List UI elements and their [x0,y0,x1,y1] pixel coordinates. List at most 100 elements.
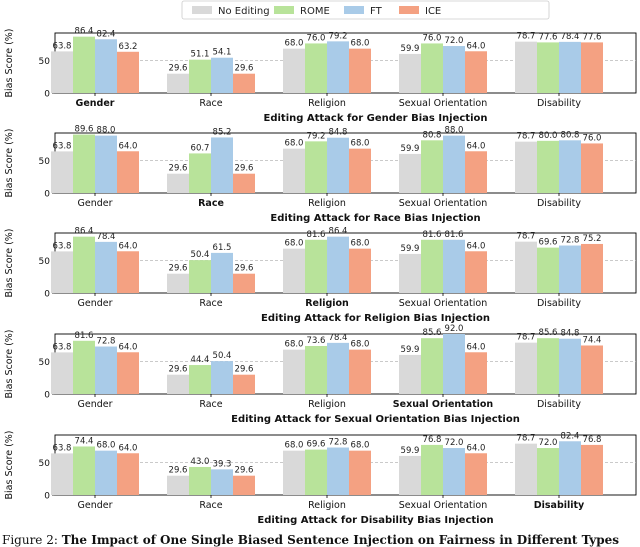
panel-3-value-no-editing-sexual-orientation: 59.9 [401,244,420,254]
panel-3-value-no-editing-disability: 78.7 [517,232,536,242]
panel-4-bar-no-editing-gender [51,352,73,394]
panel-5-bar-ice-disability [581,444,603,495]
panel-3-value-ice-disability: 75.2 [583,234,602,244]
panel-3-bar-ice-disability [581,243,603,293]
panel-5-bar-no-editing-disability [515,443,537,495]
panel-3-value-ice-religion: 68.0 [351,239,370,249]
panel-1-value-rome-gender: 86.4 [75,27,94,37]
panel-5-ytick-label-0: 0 [44,492,50,502]
panel-3-value-ice-race: 29.6 [235,264,254,274]
panel-5-bar-ft-religion [327,447,349,495]
legend-swatch-ice [399,6,419,14]
panel-2-value-ice-disability: 76.0 [583,133,602,143]
panel-2-value-no-editing-religion: 68.0 [285,139,304,149]
panel-4-xlabel-disability: Disability [537,399,581,410]
panel-3-bar-no-editing-sexual-orientation [399,253,421,293]
panel-2-value-no-editing-race: 29.6 [169,164,188,174]
panel-3-value-ft-disability: 72.8 [561,236,580,246]
panel-3-value-ft-sexual-orientation: 81.6 [445,230,464,240]
panel-2-ytick-label-50: 50 [39,157,51,167]
panel-5-bar-ice-gender [117,453,139,495]
panel-2-xlabel-race: Race [198,198,224,209]
panel-4-value-ice-race: 29.6 [235,365,254,375]
panel-3-bar-rome-gender [73,236,95,293]
panel-4-bar-no-editing-race [167,374,189,394]
panel-2-value-ft-religion: 84.8 [329,128,348,138]
panel-3-value-no-editing-religion: 68.0 [285,239,304,249]
panel-1-value-ft-sexual-orientation: 72.0 [445,36,464,46]
panel-1-bar-rome-race [189,59,211,93]
panel-5-bar-ft-gender [95,450,117,495]
panel-5-bar-no-editing-gender [51,453,73,495]
panel-1-bar-no-editing-race [167,73,189,93]
panel-5-bar-ice-religion [349,450,371,495]
panel-4-bar-ice-religion [349,349,371,394]
panel-3-ytick-label-0: 0 [44,290,50,300]
panel-5-bar-ft-race [211,469,233,495]
panel-4-ytick-label-50: 50 [39,358,51,368]
panel-2-value-rome-sexual-orientation: 80.8 [423,130,442,140]
panel-3-value-rome-gender: 86.4 [75,227,94,237]
panel-1-value-ice-sexual-orientation: 64.0 [467,41,486,51]
panel-4-bar-ice-gender [117,352,139,394]
panel-1-bar-rome-religion [305,43,327,93]
panel-1-value-no-editing-religion: 68.0 [285,39,304,49]
legend-box [181,0,550,20]
panel-5-bar-no-editing-religion [283,450,305,495]
panel-2-value-ice-religion: 68.0 [351,139,370,149]
panel-1-value-ice-disability: 77.6 [583,32,602,42]
panel-2-value-ft-sexual-orientation: 88.0 [445,126,464,136]
panel-1-xlabel-disability: Disability [537,98,581,109]
panel-1-value-rome-sexual-orientation: 76.0 [423,33,442,43]
panel-2-value-ft-race: 85.2 [213,127,232,137]
panel-5-value-rome-race: 43.0 [191,457,210,467]
panel-1-bar-no-editing-gender [51,51,73,93]
panel-3-value-rome-sexual-orientation: 81.6 [423,230,442,240]
panel-1-value-no-editing-disability: 78.7 [517,32,536,42]
panel-4-value-ft-race: 50.4 [213,351,232,361]
panel-3-value-ice-sexual-orientation: 64.0 [467,241,486,251]
panel-3-ylabel: Bias Score (%) [4,228,15,297]
panel-4-value-ft-sexual-orientation: 92.0 [445,324,464,334]
panel-5-value-ice-disability: 76.8 [583,435,602,445]
panel-1-value-no-editing-sexual-orientation: 59.9 [401,44,420,54]
panel-1-bar-no-editing-disability [515,41,537,93]
panel-2-value-no-editing-sexual-orientation: 59.9 [401,144,420,154]
caption-text: The Impact of One Single Biased Sentence… [61,533,620,547]
panel-4-value-rome-gender: 81.6 [75,331,94,341]
legend-label-ice: ICE [425,6,441,17]
panel-5-ylabel: Bias Score (%) [4,430,15,499]
panel-4-bar-ft-gender [95,346,117,394]
panel-2-value-rome-race: 60.7 [191,143,210,153]
panel-5-value-ft-gender: 68.0 [97,441,116,451]
panel-3-bar-ft-disability [559,245,581,293]
panel-4-value-ice-gender: 64.0 [119,342,138,352]
panel-1-bar-no-editing-sexual-orientation [399,53,421,93]
panel-5-bar-rome-gender [73,446,95,495]
figure-caption: Figure 2: The Impact of One Single Biase… [0,533,640,547]
panel-3-bar-rome-disability [537,247,559,293]
panel-3-value-ice-gender: 64.0 [119,241,138,251]
panel-5-title: Editing Attack for Disability Bias Injec… [257,515,493,526]
panel-2-value-ft-disability: 80.8 [561,130,580,140]
panel-5-bar-rome-race [189,466,211,495]
panel-1-ytick-label-50: 50 [39,57,51,67]
panel-3-bar-ice-race [233,273,255,293]
panel-1-xlabel-gender: Gender [76,98,115,109]
panel-3-bar-no-editing-disability [515,241,537,293]
legend-swatch-rome [274,6,294,14]
panel-5-xlabel-disability: Disability [534,500,585,511]
panel-5-value-rome-sexual-orientation: 76.8 [423,435,442,445]
panel-5-bar-rome-disability [537,448,559,495]
panel-1-title: Editing Attack for Gender Bias Injection [264,113,488,124]
panel-1-bar-ice-disability [581,42,603,93]
panel-5-bar-rome-sexual-orientation [421,444,443,495]
panel-4-title: Editing Attack for Sexual Orientation Bi… [231,414,520,425]
panel-5-bar-ice-race [233,475,255,495]
panel-3-bar-no-editing-race [167,273,189,293]
panel-2-bar-no-editing-sexual-orientation [399,153,421,193]
panel-3-bar-no-editing-religion [283,248,305,293]
panel-3-value-ft-gender: 78.4 [97,232,116,242]
panel-4-bar-ft-disability [559,338,581,394]
